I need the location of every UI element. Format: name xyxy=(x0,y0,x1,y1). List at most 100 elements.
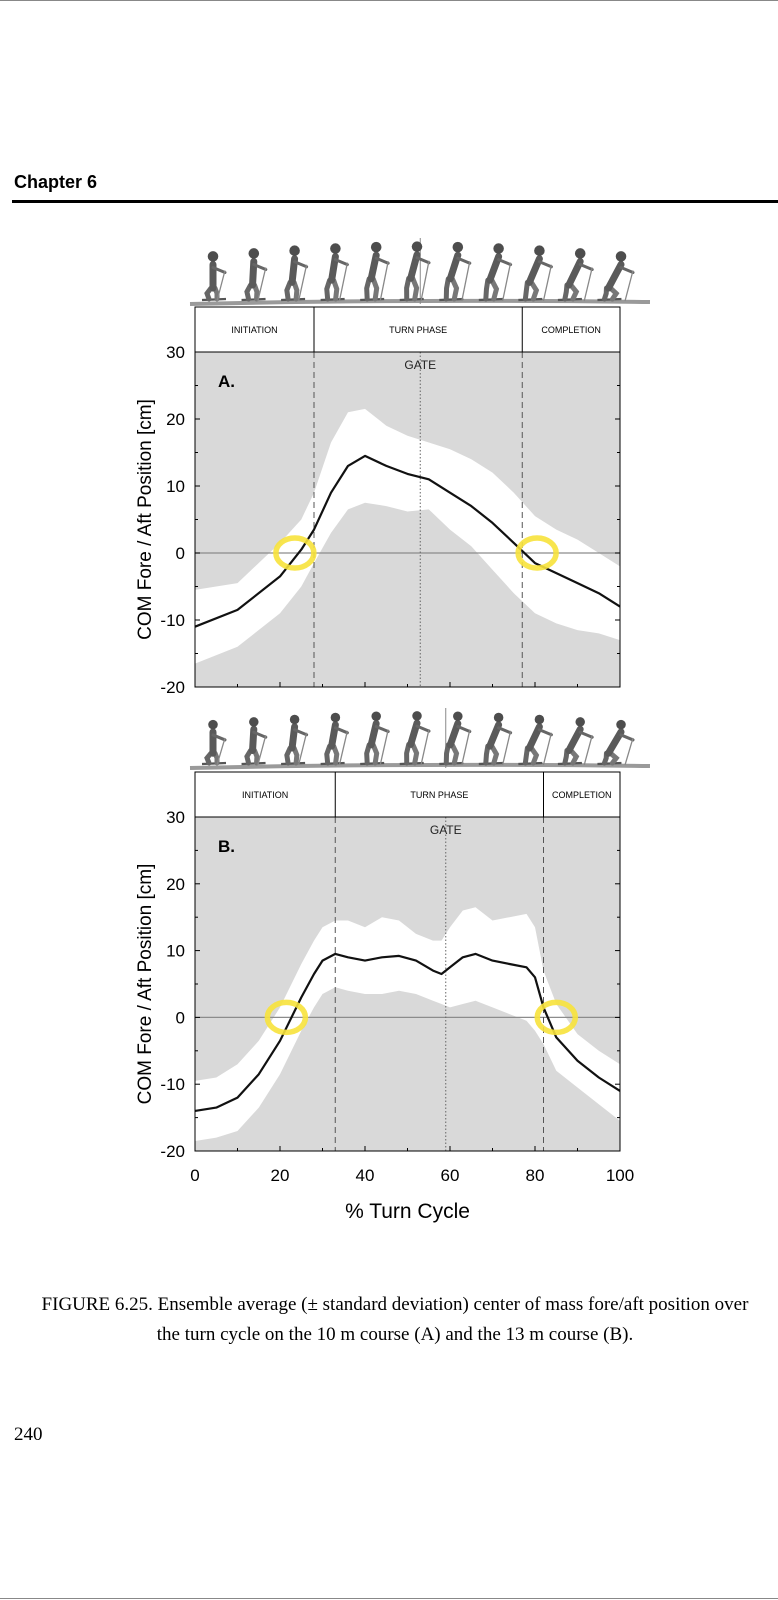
ski-pole xyxy=(379,729,389,766)
ski-pole xyxy=(379,261,389,302)
chart-panel-a: INITIATION TURN PHASE COMPLETION GATE -20 -10… xyxy=(135,238,651,697)
skier-head xyxy=(534,714,545,725)
skier-figure xyxy=(557,248,594,302)
y-tick-label: -10 xyxy=(160,611,185,630)
skier-torso xyxy=(486,253,503,284)
ski-mark xyxy=(597,761,622,766)
skier-head xyxy=(370,241,382,253)
skier-head xyxy=(453,711,463,722)
ski-mark xyxy=(439,297,464,302)
ski-pole xyxy=(542,732,553,766)
ski-mark xyxy=(241,297,266,302)
ski-mark xyxy=(320,297,345,302)
skier-leg xyxy=(291,745,300,766)
skier-figure xyxy=(597,251,635,302)
skier-leg xyxy=(252,282,260,302)
skier-head xyxy=(616,719,626,730)
x-tick-label: 80 xyxy=(526,1166,545,1185)
skier-head xyxy=(452,241,464,253)
skier-leg xyxy=(324,277,333,302)
x-tick-label: 40 xyxy=(356,1166,375,1185)
skier-arm xyxy=(537,260,553,269)
ski-mark xyxy=(478,761,503,766)
ski-mark xyxy=(597,297,622,302)
ski-mark xyxy=(281,297,306,302)
figure-caption: FIGURE 6.25. Ensemble average (± standar… xyxy=(41,1294,749,1345)
skier-arm xyxy=(537,728,553,737)
ski-pole xyxy=(501,262,512,302)
skier-arm xyxy=(211,733,227,742)
skier-arm xyxy=(374,256,390,265)
skier-arm xyxy=(333,726,349,735)
skier-arm xyxy=(619,266,635,275)
phase-header-band xyxy=(194,306,621,353)
skier-leg xyxy=(364,742,372,766)
page-number: 240 xyxy=(14,1424,43,1445)
ski-mark xyxy=(518,297,543,302)
skier-sequence-illustration xyxy=(189,708,651,770)
skier-torso xyxy=(565,257,584,289)
ski-mark xyxy=(399,297,424,302)
panel-label: B. xyxy=(218,837,235,856)
skier-figure xyxy=(439,241,472,302)
bottom-border xyxy=(0,1598,778,1599)
skier-head xyxy=(534,245,545,256)
skier-arm xyxy=(619,733,635,742)
phase-label: COMPLETION xyxy=(552,790,612,800)
phase-label: INITIATION xyxy=(242,790,288,800)
chart-panel-b: INITIATION TURN PHASE COMPLETION GATE -20 -10… xyxy=(135,708,651,1223)
top-border xyxy=(0,0,778,1)
skier-torso xyxy=(525,723,543,752)
skier-leg xyxy=(284,279,293,302)
x-tick-label: 60 xyxy=(441,1166,460,1185)
skier-torso xyxy=(604,261,625,292)
y-tick-label: 30 xyxy=(166,808,185,827)
ski-pole xyxy=(257,735,267,766)
ski-pole xyxy=(216,270,226,302)
skier-figure xyxy=(439,711,472,766)
skier-leg xyxy=(607,750,620,766)
phase-label: INITIATION xyxy=(231,325,277,335)
skier-leg xyxy=(483,743,491,766)
skier-leg xyxy=(404,741,412,766)
skier-arm xyxy=(252,262,268,271)
phase-label: TURN PHASE xyxy=(389,325,447,335)
skier-arm xyxy=(293,260,309,269)
skier-arm xyxy=(415,256,431,265)
skier-figure xyxy=(201,719,227,766)
skier-leg xyxy=(331,743,340,766)
skier-torso xyxy=(565,725,584,754)
skier-head xyxy=(575,717,585,727)
skier-head xyxy=(330,712,341,723)
ski-pole xyxy=(583,267,593,302)
skier-leg xyxy=(443,742,451,766)
skier-figure xyxy=(597,719,635,766)
phase-header-band xyxy=(194,771,621,818)
skier-leg xyxy=(244,747,254,766)
skier-leg xyxy=(370,742,380,766)
y-tick-label: 20 xyxy=(166,410,185,429)
y-tick-label: -20 xyxy=(160,678,185,697)
skier-head xyxy=(207,251,219,262)
skier-leg xyxy=(284,745,293,766)
ski-mark xyxy=(557,297,582,302)
skier-head xyxy=(289,714,300,725)
skier-head xyxy=(330,243,341,254)
y-tick-label: -20 xyxy=(160,1142,185,1161)
skier-leg xyxy=(410,741,420,766)
x-tick-label: 100 xyxy=(606,1166,634,1185)
ski-mark xyxy=(557,761,582,766)
skier-figure xyxy=(478,243,513,302)
ski-pole xyxy=(420,260,430,302)
skier-arm xyxy=(333,258,349,267)
skier-arm xyxy=(497,726,513,735)
phase-label: TURN PHASE xyxy=(410,790,468,800)
skier-leg xyxy=(568,282,580,302)
ski-pole xyxy=(216,737,226,766)
skier-leg xyxy=(449,276,460,302)
y-tick-label: 0 xyxy=(176,544,185,563)
skier-arm xyxy=(578,730,594,739)
ski-pole xyxy=(338,730,349,766)
phase-label: COMPLETION xyxy=(541,325,601,335)
skier-figure xyxy=(281,714,309,766)
